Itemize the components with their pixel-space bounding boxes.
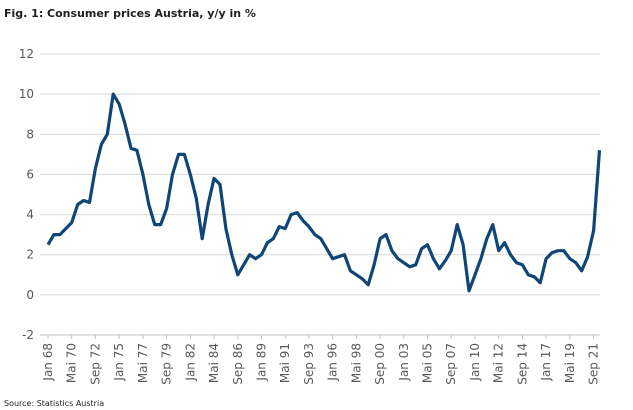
y-tick-label: 4 bbox=[26, 208, 34, 222]
x-tick-label: Sep 93 bbox=[302, 343, 316, 385]
x-tick-label: Jan 89 bbox=[254, 343, 268, 382]
x-tick-label: Jan 10 bbox=[468, 343, 482, 382]
x-tick-label: Mai 98 bbox=[349, 343, 363, 383]
x-tick-label: Mai 77 bbox=[136, 343, 150, 383]
y-tick-label: 2 bbox=[26, 248, 34, 262]
chart-title: Fig. 1: Consumer prices Austria, y/y in … bbox=[4, 7, 256, 20]
x-tick-label: Jan 96 bbox=[326, 343, 340, 382]
x-tick-label: Sep 14 bbox=[515, 343, 529, 385]
x-tick-label: Jan 68 bbox=[41, 343, 55, 382]
x-tick-label: Mai 84 bbox=[207, 343, 221, 383]
x-tick-label: Sep 00 bbox=[373, 343, 387, 385]
x-tick-label: Sep 07 bbox=[444, 343, 458, 385]
x-tick-label: Mai 05 bbox=[421, 343, 435, 383]
line-series bbox=[46, 92, 602, 293]
x-tick-label: Sep 72 bbox=[88, 343, 102, 385]
x-tick-label: Sep 21 bbox=[587, 343, 601, 385]
y-tick-label: 8 bbox=[26, 127, 34, 141]
x-tick-label: Mai 19 bbox=[563, 343, 577, 383]
source-note: Source: Statistics Austria bbox=[4, 399, 104, 408]
x-tick-label: Sep 86 bbox=[231, 343, 245, 385]
x-tick-label: Mai 70 bbox=[65, 343, 79, 383]
y-tick-label: 10 bbox=[19, 87, 34, 101]
y-tick-label: 0 bbox=[26, 288, 34, 302]
y-tick-label: 12 bbox=[19, 47, 34, 61]
y-tick-label: 6 bbox=[26, 167, 34, 181]
x-tick-label: Jan 17 bbox=[539, 343, 553, 382]
x-tick-label: Jan 03 bbox=[397, 343, 411, 382]
x-tick-label: Jan 75 bbox=[112, 343, 126, 382]
x-tick-label: Sep 79 bbox=[160, 343, 174, 385]
x-tick-label: Mai 91 bbox=[278, 343, 292, 383]
x-tick-label: Mai 12 bbox=[492, 343, 506, 383]
x-tick-label: Jan 82 bbox=[183, 343, 197, 382]
y-tick-label: -2 bbox=[22, 328, 34, 342]
